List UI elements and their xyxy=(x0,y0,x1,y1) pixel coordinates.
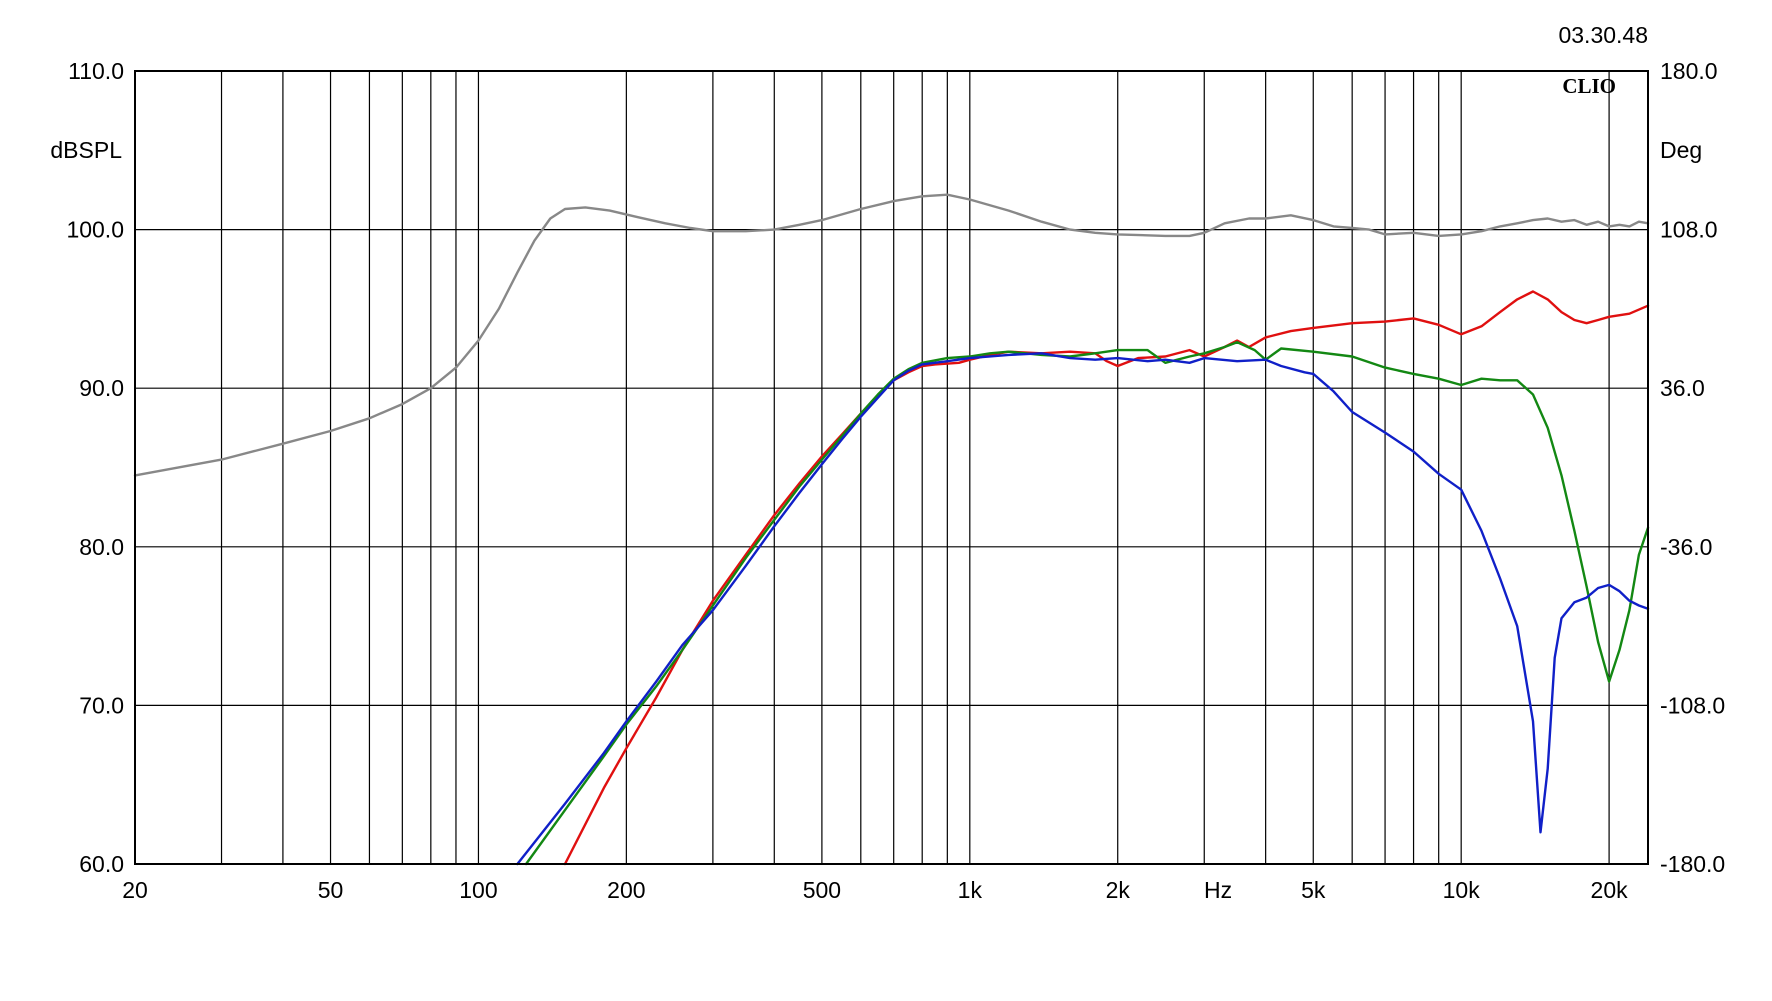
series-line-2 xyxy=(563,290,1650,866)
y-tick-label-left: 80.0 xyxy=(79,534,124,560)
x-tick-label: 50 xyxy=(318,877,344,903)
y-tick-label-right: 36.0 xyxy=(1660,375,1705,401)
series-line-1 xyxy=(133,193,1650,477)
timestamp: 03.30.48 xyxy=(1558,22,1648,48)
series-line-4 xyxy=(516,352,1650,866)
y-tick-label-left: 100.0 xyxy=(66,217,124,243)
y-tick-label-right: -180.0 xyxy=(1660,851,1725,877)
x-tick-label: 500 xyxy=(803,877,841,903)
y-tick-label-right: 108.0 xyxy=(1660,217,1718,243)
axis-tick-labels: 110.0 100.0 90.0 80.0 70.0 60.0 180.0 108.0 36.0… xyxy=(66,58,1725,903)
x-tick-label: 2k xyxy=(1106,877,1131,903)
x-tick-label: 100 xyxy=(459,877,497,903)
x-tick-label: 20 xyxy=(122,877,148,903)
y-tick-label-left: 110.0 xyxy=(68,58,124,84)
x-tick-label: 200 xyxy=(607,877,645,903)
x-tick-label: 1k xyxy=(958,877,983,903)
x-tick-label: 10k xyxy=(1443,877,1481,903)
y-tick-label-left: 90.0 xyxy=(79,375,124,401)
right-axis-label: Deg xyxy=(1660,137,1702,163)
series-line-3 xyxy=(524,341,1650,866)
x-axis-label: Hz xyxy=(1204,877,1232,903)
y-tick-label-left: 70.0 xyxy=(79,692,124,718)
y-tick-label-left: 60.0 xyxy=(79,851,124,877)
grid xyxy=(135,71,1648,864)
y-tick-label-right: -36.0 xyxy=(1660,534,1712,560)
plot-frame xyxy=(134,70,1649,865)
x-tick-label: 20k xyxy=(1591,877,1629,903)
series-layer xyxy=(133,193,1650,866)
x-tick-label: 5k xyxy=(1301,877,1326,903)
y-tick-label-right: 180.0 xyxy=(1660,58,1718,84)
left-axis-label: dBSPL xyxy=(50,137,122,163)
y-tick-label-right: -108.0 xyxy=(1660,692,1725,718)
brand-logo: CLIO xyxy=(1562,74,1616,98)
